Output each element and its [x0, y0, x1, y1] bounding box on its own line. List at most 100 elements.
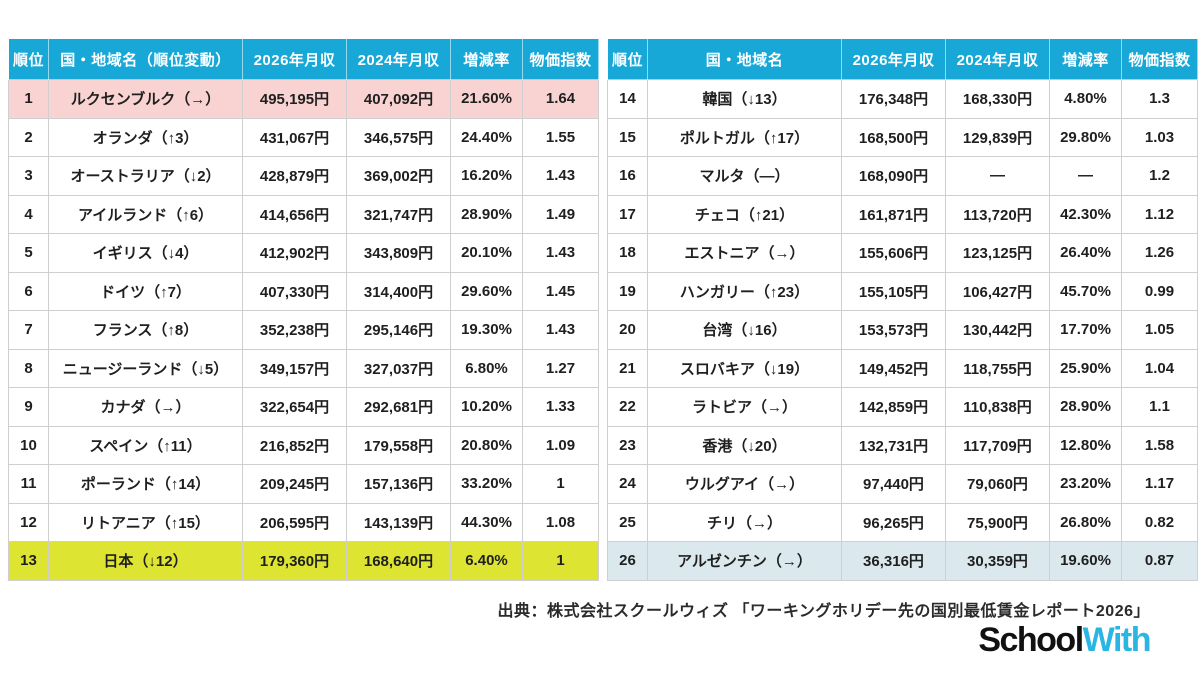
price-index-cell: 1.3: [1121, 79, 1198, 119]
income-2026-cell: 161,871円: [841, 194, 946, 234]
price-index-cell: 1: [522, 464, 599, 504]
income-2026-cell: 168,090円: [841, 156, 946, 196]
change-cell: 26.80%: [1049, 502, 1122, 542]
name-cell: ラトビア（→）: [647, 387, 842, 427]
change-cell: 10.20%: [450, 387, 523, 427]
change-cell: 28.90%: [1049, 387, 1122, 427]
wage-table-ranks-1-13: 順位 国・地域名（順位変動） 2026年月収 2024年月収 増減率 物価指数 1 ルクセン…: [8, 38, 599, 581]
income-2024-cell: 369,002円: [346, 156, 451, 196]
name-cell: カナダ（→）: [48, 387, 243, 427]
price-index-cell: 1.43: [522, 156, 599, 196]
rank-cell: 22: [607, 387, 648, 427]
change-cell: 12.80%: [1049, 425, 1122, 465]
rank-cell: 12: [8, 502, 49, 542]
rank-cell: 26: [607, 541, 648, 581]
income-2026-cell: 216,852円: [242, 425, 347, 465]
rank-cell: 21: [607, 348, 648, 388]
income-2024-cell: 75,900円: [945, 502, 1050, 542]
rank-cell: 15: [607, 117, 648, 157]
rank-cell: 3: [8, 156, 49, 196]
column-header-rank: 順位: [607, 38, 648, 80]
rank-cell: 9: [8, 387, 49, 427]
name-cell: ドイツ（↑7）: [48, 271, 243, 311]
income-2024-cell: 327,037円: [346, 348, 451, 388]
name-cell: アルゼンチン（→）: [647, 541, 842, 581]
change-cell: 26.40%: [1049, 233, 1122, 273]
change-cell: 25.90%: [1049, 348, 1122, 388]
price-index-cell: 1.43: [522, 233, 599, 273]
income-2026-cell: 352,238円: [242, 310, 347, 350]
table-row-rank-21: 21 スロバキア（↓19） 149,452円 118,755円 25.90% 1.04: [607, 348, 1198, 388]
column-header-rank: 順位: [8, 38, 49, 80]
column-header-name: 国・地域名: [647, 38, 842, 80]
change-cell: 29.60%: [450, 271, 523, 311]
income-2026-cell: 209,245円: [242, 464, 347, 504]
name-cell: ニュージーランド（↓5）: [48, 348, 243, 388]
price-index-cell: 1.17: [1121, 464, 1198, 504]
price-index-cell: 1.05: [1121, 310, 1198, 350]
name-cell: ルクセンブルク（→）: [48, 79, 243, 119]
rank-cell: 2: [8, 117, 49, 157]
income-2026-cell: 36,316円: [841, 541, 946, 581]
income-2024-cell: 110,838円: [945, 387, 1050, 427]
income-2024-cell: 130,442円: [945, 310, 1050, 350]
table-row-rank-8: 8 ニュージーランド（↓5） 349,157円 327,037円 6.80% 1.27: [8, 348, 599, 388]
name-cell: リトアニア（↑15）: [48, 502, 243, 542]
price-index-cell: 1.26: [1121, 233, 1198, 273]
change-cell: 20.80%: [450, 425, 523, 465]
table-row-rank-26: 26 アルゼンチン（→） 36,316円 30,359円 19.60% 0.87: [607, 541, 1198, 581]
table-row-rank-3: 3 オーストラリア（↓2） 428,879円 369,002円 16.20% 1.43: [8, 156, 599, 196]
rank-cell: 18: [607, 233, 648, 273]
change-cell: 21.60%: [450, 79, 523, 119]
name-cell: チェコ（↑21）: [647, 194, 842, 234]
income-2024-cell: 106,427円: [945, 271, 1050, 311]
price-index-cell: 1.08: [522, 502, 599, 542]
table-row-rank-11: 11 ポーランド（↑14） 209,245円 157,136円 33.20% 1: [8, 464, 599, 504]
price-index-cell: 1.55: [522, 117, 599, 157]
table-row-rank-4: 4 アイルランド（↑6） 414,656円 321,747円 28.90% 1.49: [8, 194, 599, 234]
name-cell: ポーランド（↑14）: [48, 464, 243, 504]
income-2024-cell: 129,839円: [945, 117, 1050, 157]
change-cell: 6.40%: [450, 541, 523, 581]
table-row-rank-23: 23 香港（↓20） 132,731円 117,709円 12.80% 1.58: [607, 425, 1198, 465]
table-row-rank-15: 15 ポルトガル（↑17） 168,500円 129,839円 29.80% 1.03: [607, 117, 1198, 157]
logo-text-with: With: [1082, 621, 1152, 659]
change-cell: 19.60%: [1049, 541, 1122, 581]
income-2026-cell: 168,500円: [841, 117, 946, 157]
income-2024-cell: 117,709円: [945, 425, 1050, 465]
income-2024-cell: 30,359円: [945, 541, 1050, 581]
change-cell: 24.40%: [450, 117, 523, 157]
price-index-cell: 1.49: [522, 194, 599, 234]
income-2026-cell: 407,330円: [242, 271, 347, 311]
change-cell: 33.20%: [450, 464, 523, 504]
table-row-rank-24: 24 ウルグアイ（→） 97,440円 79,060円 23.20% 1.17: [607, 464, 1198, 504]
table-row-rank-10: 10 スペイン（↑11） 216,852円 179,558円 20.80% 1.09: [8, 425, 599, 465]
table-row-rank-1: 1 ルクセンブルク（→） 495,195円 407,092円 21.60% 1.64: [8, 79, 599, 119]
price-index-cell: 1.1: [1121, 387, 1198, 427]
name-cell: チリ（→）: [647, 502, 842, 542]
income-2026-cell: 349,157円: [242, 348, 347, 388]
name-cell: オランダ（↑3）: [48, 117, 243, 157]
rank-cell: 24: [607, 464, 648, 504]
income-2024-cell: 113,720円: [945, 194, 1050, 234]
income-2026-cell: 176,348円: [841, 79, 946, 119]
rank-cell: 11: [8, 464, 49, 504]
name-cell: スロバキア（↓19）: [647, 348, 842, 388]
income-2026-cell: 97,440円: [841, 464, 946, 504]
rank-cell: 8: [8, 348, 49, 388]
name-cell: イギリス（↓4）: [48, 233, 243, 273]
rank-cell: 17: [607, 194, 648, 234]
income-2026-cell: 179,360円: [242, 541, 347, 581]
name-cell: スペイン（↑11）: [48, 425, 243, 465]
logo-text-school: School: [978, 621, 1084, 659]
income-2024-cell: 118,755円: [945, 348, 1050, 388]
income-2024-cell: 295,146円: [346, 310, 451, 350]
income-2024-cell: —: [945, 156, 1050, 196]
table-row-rank-25: 25 チリ（→） 96,265円 75,900円 26.80% 0.82: [607, 502, 1198, 542]
name-cell: 台湾（↓16）: [647, 310, 842, 350]
table-row-rank-7: 7 フランス（↑8） 352,238円 295,146円 19.30% 1.43: [8, 310, 599, 350]
column-header-income_2024: 2024年月収: [945, 38, 1050, 80]
price-index-cell: 1.27: [522, 348, 599, 388]
income-2026-cell: 206,595円: [242, 502, 347, 542]
column-header-name: 国・地域名（順位変動）: [48, 38, 243, 80]
